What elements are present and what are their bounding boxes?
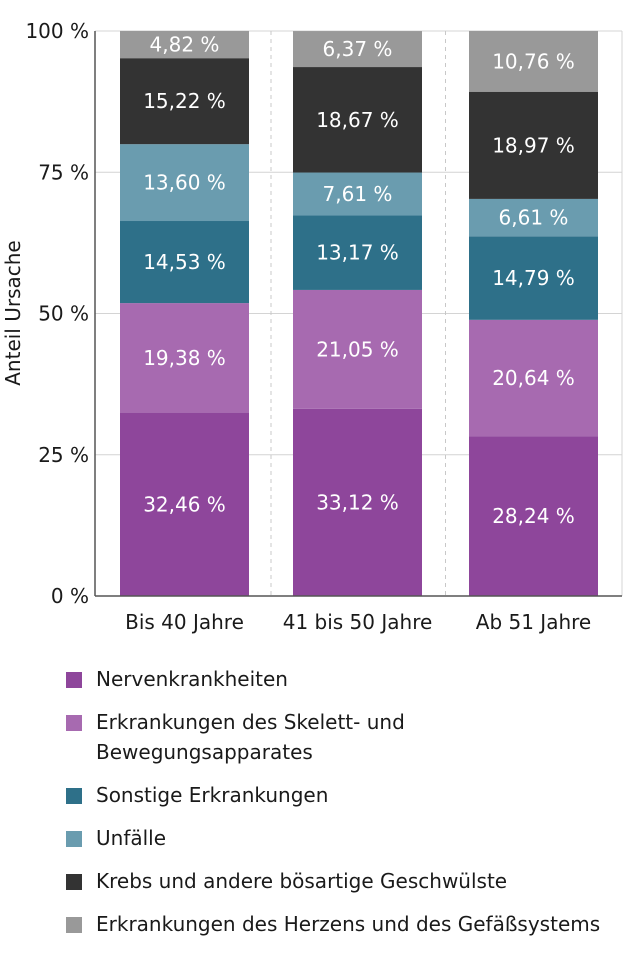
x-tick-labels: Bis 40 Jahre 41 bis 50 Jahre Ab 51 Jahre xyxy=(125,610,591,634)
x-tick-label: 41 bis 50 Jahre xyxy=(283,610,433,634)
x-tick-label: Bis 40 Jahre xyxy=(125,610,244,634)
data-label: 20,64 % xyxy=(492,366,575,390)
y-tick-label: 0 % xyxy=(51,584,89,608)
bar-segment xyxy=(469,319,598,437)
bar-segment xyxy=(120,58,249,145)
data-label: 6,37 % xyxy=(323,37,393,61)
legend-label: Nervenkrankheiten xyxy=(96,667,288,691)
data-label: 21,05 % xyxy=(316,337,399,361)
data-label: 15,22 % xyxy=(143,89,226,113)
bar-stack: 33,12 % 21,05 % 13,17 % 7,61 % 18,67 % 6,37 % xyxy=(293,31,422,596)
data-label: 4,82 % xyxy=(150,33,220,57)
data-label: 7,61 % xyxy=(323,182,393,206)
data-label: 28,24 % xyxy=(492,504,575,528)
category-separators xyxy=(270,31,446,596)
bar-segment xyxy=(293,408,422,596)
legend-swatch xyxy=(66,715,82,731)
bar-segment xyxy=(120,144,249,222)
data-label: 32,46 % xyxy=(143,492,226,516)
data-label: 14,79 % xyxy=(492,266,575,290)
data-label: 14,53 % xyxy=(143,250,226,274)
data-label: 19,38 % xyxy=(143,346,226,370)
y-tick-label: 50 % xyxy=(38,302,89,326)
bar-segment xyxy=(469,198,598,237)
bar-segment xyxy=(293,31,422,68)
legend-item: Unfälle xyxy=(66,823,626,853)
y-tick-labels: 0 % 25 % 50 % 75 % 100 % xyxy=(25,19,89,608)
legend-item: Krebs und andere bösartige Geschwülste xyxy=(66,866,626,896)
stacked-bar-chart: 32,46 % 19,38 % 14,53 % 13,60 % 15,22 % 4,82 … xyxy=(1,19,623,634)
bar-segment xyxy=(120,303,249,413)
data-label: 33,12 % xyxy=(316,490,399,514)
legend-item: Nervenkrankheiten xyxy=(66,664,626,694)
bar-stack: 32,46 % 19,38 % 14,53 % 13,60 % 15,22 % 4,82 … xyxy=(120,30,249,596)
legend-swatch xyxy=(66,672,82,688)
y-tick-label: 25 % xyxy=(38,443,89,467)
legend-swatch xyxy=(66,831,82,847)
legend-label: Erkrankungen des Skelett- und Bewegungsa… xyxy=(96,710,405,764)
y-tick-label: 75 % xyxy=(38,160,89,184)
data-label: 18,97 % xyxy=(492,133,575,157)
data-label: 13,17 % xyxy=(316,241,399,265)
legend-item: Erkrankungen des Skelett- und Bewegungsa… xyxy=(66,707,626,767)
bar-segment xyxy=(293,67,422,173)
data-label: 10,76 % xyxy=(492,49,575,73)
axes xyxy=(94,31,622,597)
bar-segment xyxy=(469,30,598,92)
bar-segment xyxy=(469,236,598,320)
legend-label: Erkrankungen des Herzens und des Gefäßsy… xyxy=(96,912,601,936)
legend-swatch xyxy=(66,874,82,890)
bar-segment xyxy=(293,289,422,409)
legend-label: Krebs und andere bösartige Geschwülste xyxy=(96,869,508,893)
legend: Nervenkrankheiten Erkrankungen des Skele… xyxy=(66,664,626,952)
bar-segment xyxy=(293,215,422,290)
x-tick-label: Ab 51 Jahre xyxy=(476,610,591,634)
data-label: 18,67 % xyxy=(316,108,399,132)
bar-segment xyxy=(120,221,249,304)
bar-stack: 28,24 % 20,64 % 14,79 % 6,61 % 18,97 % 10,76 … xyxy=(469,30,598,596)
bars: 32,46 % 19,38 % 14,53 % 13,60 % 15,22 % 4,82 … xyxy=(120,30,598,596)
data-label: 6,61 % xyxy=(499,206,569,230)
bar-segment xyxy=(469,91,598,199)
legend-swatch xyxy=(66,788,82,804)
legend-item: Sonstige Erkrankungen xyxy=(66,780,626,810)
legend-label: Unfälle xyxy=(96,826,167,850)
bar-segment xyxy=(120,30,249,59)
data-label: 13,60 % xyxy=(143,171,226,195)
bar-segment xyxy=(469,436,598,596)
y-tick-label: 100 % xyxy=(25,19,89,43)
legend-label: Sonstige Erkrankungen xyxy=(96,783,329,807)
y-axis-label: Anteil Ursache xyxy=(1,240,25,386)
legend-item: Erkrankungen des Herzens und des Gefäßsy… xyxy=(66,909,626,939)
bar-segment xyxy=(120,412,249,596)
legend-swatch xyxy=(66,917,82,933)
bar-segment xyxy=(293,172,422,216)
